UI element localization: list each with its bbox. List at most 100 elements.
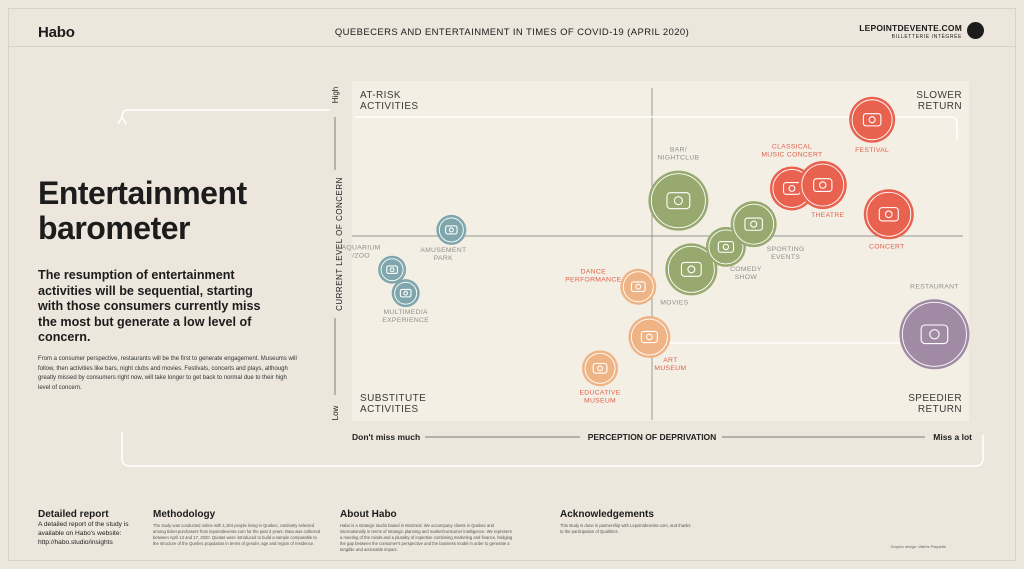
plate-cutlery-icon (920, 324, 949, 345)
quadrant-label-bottom-right: RETURN (918, 404, 962, 415)
point-label: PARK (434, 255, 453, 262)
x-high-label: Miss a lot (933, 432, 972, 442)
bottom-flow-line (121, 432, 984, 467)
stage-icon (862, 113, 882, 127)
point-bubble (628, 316, 671, 359)
data-points: AQUARIUM/ZOOMULTIMEDIAEXPERIENCEAMUSEMEN… (342, 96, 970, 404)
acknowledgements-title: Acknowledgements (560, 509, 654, 520)
theatre-masks-icon (813, 178, 833, 192)
ball-icon (744, 217, 763, 231)
footer-about: About Habo Habo is a strategic studio ba… (340, 509, 515, 553)
point-theatre: THEATRE (798, 161, 847, 219)
quadrant-label-top-left: AT-RISK (360, 90, 401, 101)
quadrant-label-top-left: ACTIVITIES (360, 101, 418, 112)
point-concert: CONCERT (863, 189, 914, 250)
cinema-icon (680, 261, 702, 277)
x-low-label: Don't miss much (352, 432, 420, 442)
point-ring (851, 99, 893, 141)
point-ring (584, 352, 616, 384)
point-movies: MOVIES (660, 243, 718, 306)
point-ring (733, 203, 775, 245)
point-bubble (899, 299, 970, 370)
quadrant-label-bottom-left: SUBSTITUTE (360, 393, 426, 404)
point-label: MUSEUM (584, 397, 616, 404)
page-title: Entertainment barometer (38, 176, 308, 246)
y-axis-title: CURRENT LEVEL OF CONCERN (335, 177, 344, 311)
point-bubble (849, 96, 896, 143)
point-label: SHOW (735, 274, 758, 281)
point-label: MULTIMEDIA (383, 309, 428, 316)
point-bar-nightclub: BAR/NIGHTCLUB (648, 147, 709, 231)
point-label: CONCERT (869, 243, 905, 250)
point-ring (901, 301, 967, 367)
habo-logo: Habo (38, 24, 75, 41)
point-bubble (730, 201, 777, 248)
lead-paragraph: The resumption of entertainment activiti… (38, 268, 261, 344)
footer-acknowledgements: Acknowledgements This study is done in p… (560, 509, 695, 535)
vr-headset-icon (399, 288, 412, 298)
point-label: SPORTING (767, 246, 805, 253)
design-credit: Graphic design: Valérie Paquette (890, 545, 946, 549)
quadrant-label-bottom-left: ACTIVITIES (360, 404, 418, 415)
carousel-icon (445, 225, 458, 235)
point-label: EXPERIENCE (382, 317, 429, 324)
quadrant-label-top-right: RETURN (918, 101, 962, 112)
point-bubble (582, 350, 619, 387)
point-label: CLASSICAL (772, 143, 812, 150)
dancers-icon (630, 281, 646, 293)
point-bubble (863, 189, 914, 240)
point-bubble (798, 161, 847, 210)
point-ring (650, 173, 706, 229)
y-low-label: Low (331, 405, 340, 420)
brand-mark-icon (967, 22, 984, 39)
laughing-face-icon (717, 241, 735, 253)
body-paragraph: From a consumer perspective, restaurants… (38, 356, 297, 391)
point-bubble (620, 268, 657, 305)
point-ring (622, 271, 654, 303)
bottles-icon (666, 192, 691, 210)
point-ring (394, 281, 418, 305)
brand-logo: LEPOINTDEVENTE.COM BILLETTERIE INTÉGRÉE (859, 24, 962, 42)
point-label: DANCE (581, 269, 606, 276)
point-label: MUSIC CONCERT (761, 151, 822, 158)
quadrant-label-bottom-right: SPEEDIER (908, 393, 962, 404)
about-title: About Habo (340, 509, 397, 520)
footer-report: Detailed report A detailed report of the… (38, 509, 142, 547)
point-bubble (665, 243, 718, 296)
point-ring (630, 318, 668, 356)
point-label: NIGHTCLUB (657, 155, 699, 162)
brand-name: LEPOINTDEVENTE.COM (859, 23, 962, 33)
quadrant-labels: AT-RISKACTIVITIESSLOWERRETURNSUBSTITUTEA… (360, 90, 962, 415)
header-divider (8, 46, 1016, 47)
brand-subtitle: BILLETTERIE INTÉGRÉE (891, 34, 962, 40)
point-label: FESTIVAL (855, 147, 889, 154)
point-label: MUSEUM (654, 365, 686, 372)
point-bubble (436, 214, 467, 245)
point-label: MOVIES (660, 299, 688, 306)
point-ring (708, 229, 744, 265)
point-label: PERFORMANCE (565, 277, 621, 284)
point-label: EVENTS (771, 254, 800, 261)
point-label: AQUARIUM (342, 245, 381, 252)
point-ring (380, 258, 404, 282)
point-ring (667, 245, 715, 293)
quadrant-label-top-right: SLOWER (916, 90, 962, 101)
point-label: RESTAURANT (910, 283, 959, 290)
page-frame (8, 8, 1016, 561)
header-title: QUEBECERS AND ENTERTAINMENT IN TIMES OF … (334, 27, 690, 38)
y-high-label: High (331, 87, 340, 103)
point-label: EDUCATIVE (579, 389, 620, 396)
museum-icon (592, 362, 608, 374)
top-flow-line (121, 109, 330, 118)
point-bubble (391, 279, 420, 308)
point-restaurant: RESTAURANT (899, 283, 970, 370)
point-label: BAR/ (670, 147, 687, 154)
methodology-text: The study was conducted online with 1,30… (153, 523, 321, 546)
report-text: A detailed report of the study is availa… (38, 521, 129, 546)
point-ring (801, 163, 845, 207)
